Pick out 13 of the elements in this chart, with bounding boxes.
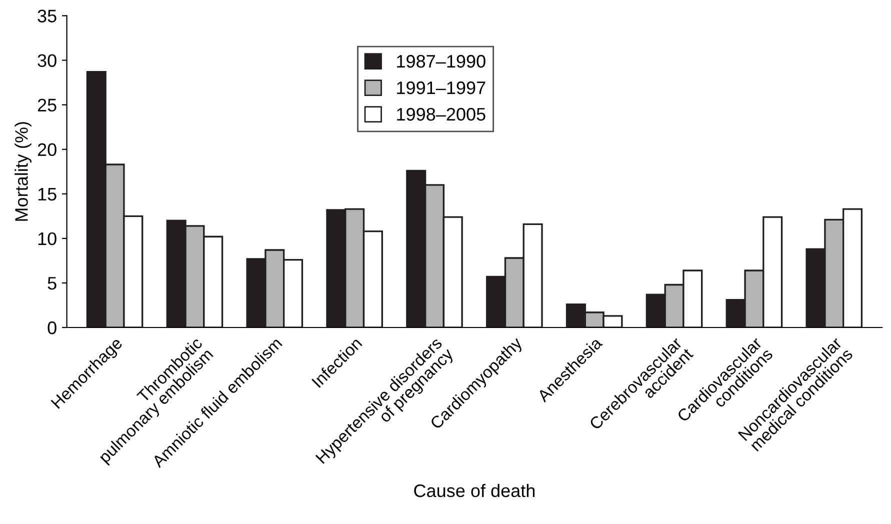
y-tick-label: 0 (48, 321, 56, 334)
y-axis-title: Mortality (%) (14, 122, 32, 221)
legend-label: 1998–2005 (397, 108, 486, 121)
y-tick-label: 30 (38, 54, 56, 67)
y-tick-label: 25 (38, 98, 56, 112)
legend-label: 1991–1997 (397, 81, 486, 94)
legend-label: 1987–1990 (397, 54, 486, 68)
y-tick-label: 5 (48, 277, 56, 290)
y-tick-label: 35 (38, 10, 56, 22)
x-axis-title: Cause of death (414, 484, 535, 498)
y-tick-label: 10 (38, 232, 56, 246)
y-tick-label: 15 (38, 188, 56, 201)
y-tick-label: 20 (38, 143, 56, 156)
